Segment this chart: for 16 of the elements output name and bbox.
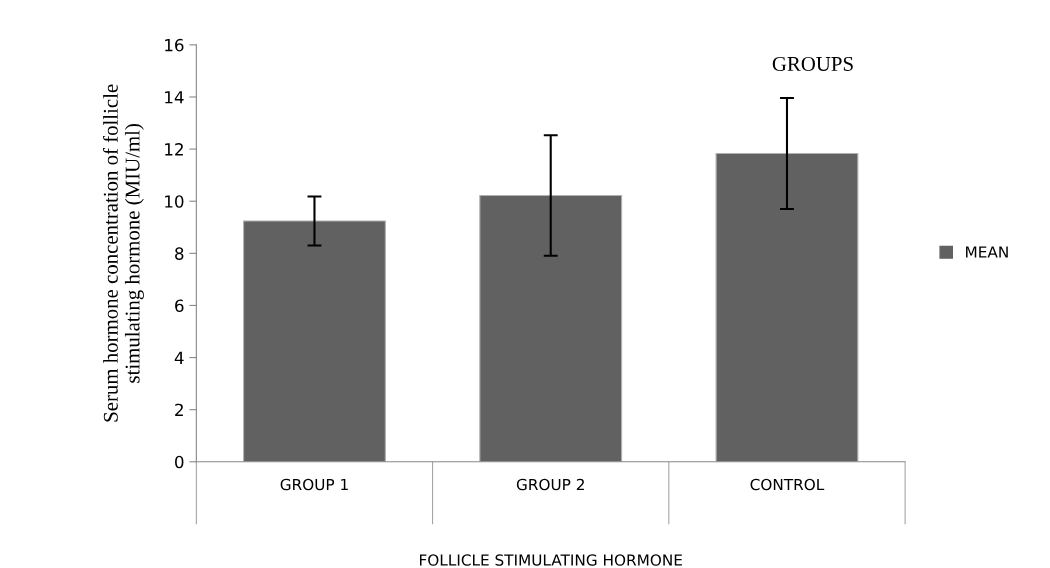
chart-title: GROUPS [772,56,853,71]
y-tick-label: 4 [174,351,184,364]
y-tick-label: 0 [175,455,184,469]
y-tick-label: 8 [175,247,184,260]
y-tick-label: 6 [175,299,184,313]
x-tick-label: CONTROL [750,478,825,491]
x-tick-label: GROUP 1 [280,478,348,491]
y-tick-label: 12 [165,143,183,156]
x-tick-label: GROUP 2 [516,478,584,491]
x-axis-title: FOLLICLE STIMULATING HORMONE [420,554,682,566]
y-tick-label: 14 [165,91,184,104]
legend-label: MEAN [966,246,1008,258]
y-tick-label: 10 [165,195,184,208]
y-tick-label: 16 [165,38,184,52]
y-tick-label: 2 [175,403,183,416]
y-axis-title: Serum hormone concentration of follicle stimulating hormone (MIU/ml) [102,84,144,422]
